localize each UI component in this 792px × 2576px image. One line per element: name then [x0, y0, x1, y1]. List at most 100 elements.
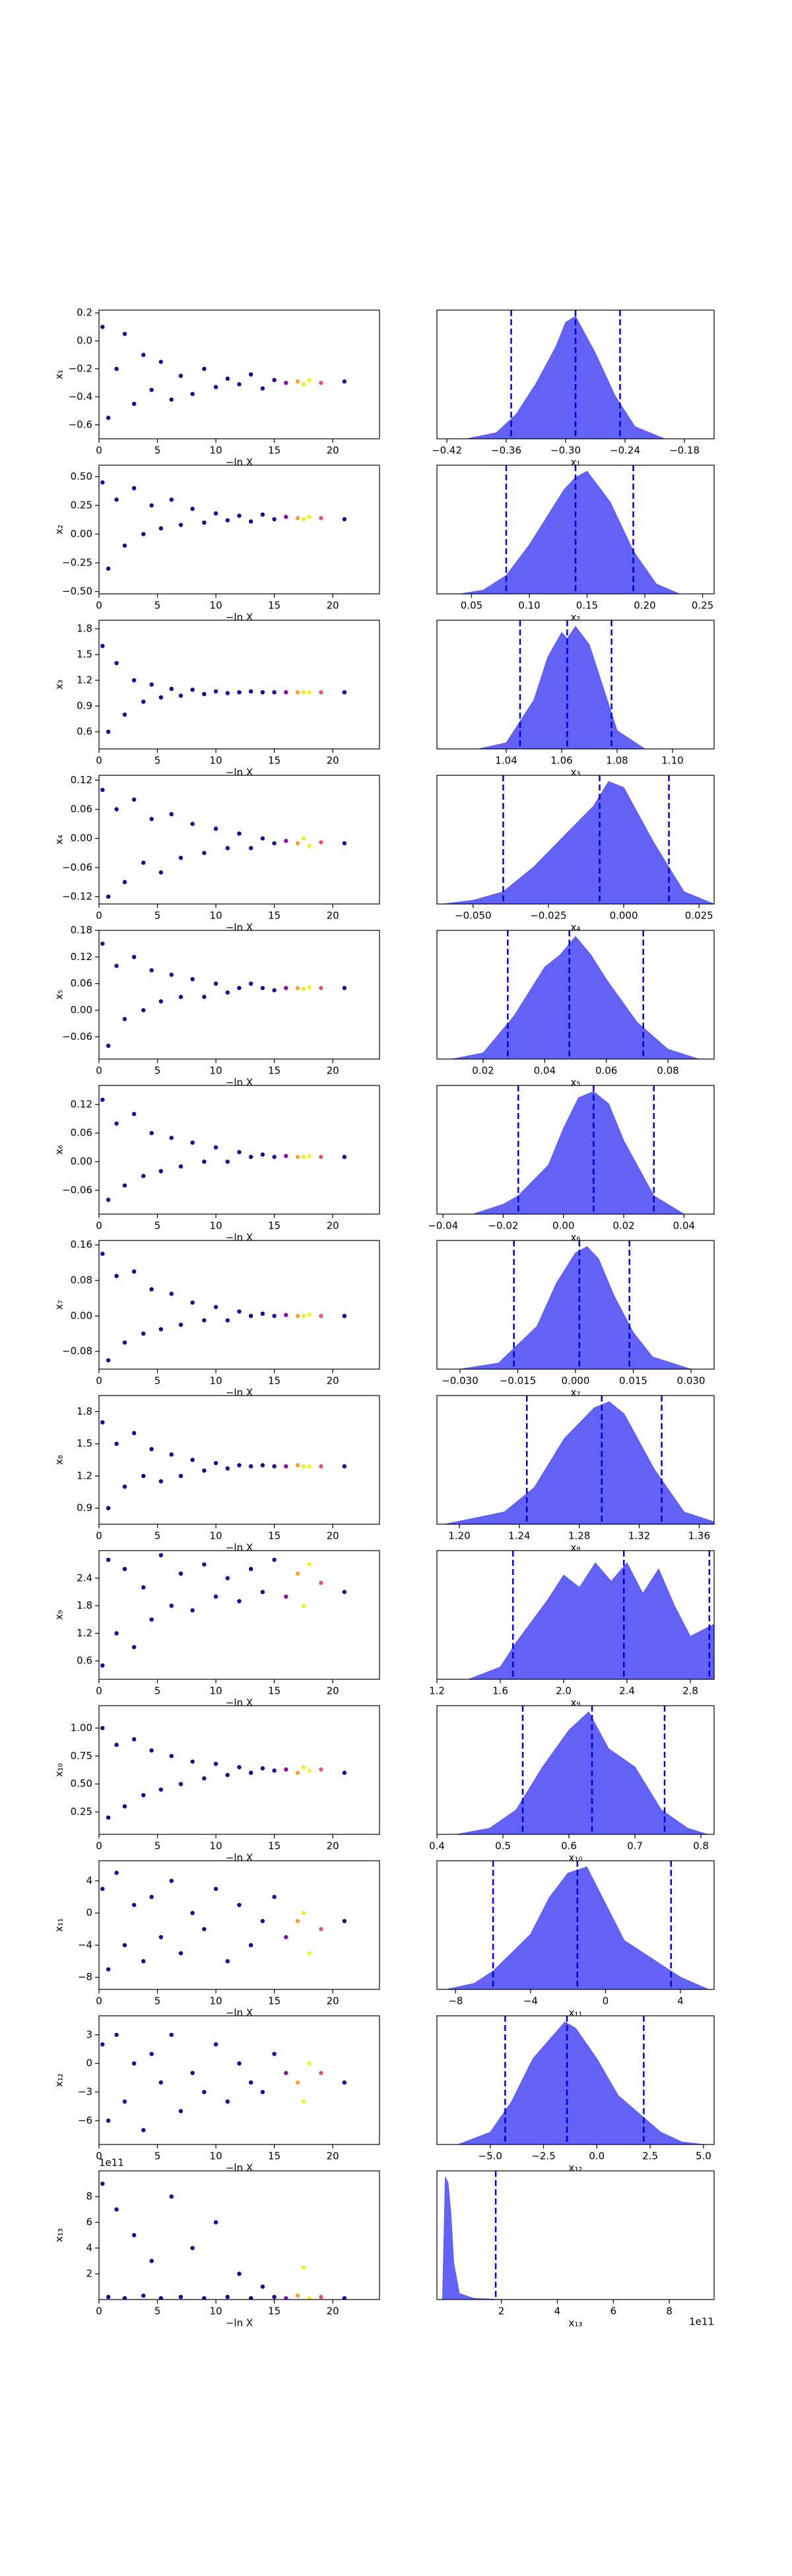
y-tick-label: 1.5: [77, 1438, 92, 1450]
point: [260, 1152, 265, 1157]
point: [131, 1645, 137, 1650]
point: [141, 1585, 146, 1590]
frame: [98, 465, 380, 595]
x-tick-label: 5: [154, 1685, 161, 1697]
x-tick-label: 10: [210, 1375, 222, 1387]
point: [202, 692, 207, 697]
x-tick-label: 15: [268, 445, 280, 457]
point: [307, 2296, 312, 2300]
point: [272, 2294, 277, 2300]
point: [149, 1287, 154, 1292]
point: [149, 2259, 154, 2263]
point: [249, 372, 253, 377]
x-tick-label: −5.0: [478, 2150, 502, 2162]
x-tick-label: 10: [210, 755, 222, 767]
point: [237, 513, 242, 518]
point: [169, 498, 174, 502]
y-tick-label: 0.18: [71, 924, 92, 936]
point: [131, 486, 137, 491]
y-tick-label: 0.50: [71, 470, 92, 482]
x-axis-label: −ln X: [226, 922, 253, 934]
x-tick-label: −0.30: [550, 445, 581, 457]
point: [342, 986, 347, 990]
frame: [98, 620, 380, 750]
point: [213, 689, 218, 694]
point: [272, 2051, 277, 2056]
y-tick-label: 8: [86, 2191, 92, 2203]
x-tick-label: 5.0: [696, 2150, 711, 2162]
point: [114, 2207, 119, 2212]
point: [301, 1464, 306, 1469]
x-tick-label: 0.7: [627, 1840, 643, 1852]
x-tick-label: 5: [154, 1065, 161, 1077]
point: [342, 690, 347, 695]
point: [190, 506, 195, 511]
frame: [436, 2015, 715, 2145]
point: [100, 1886, 105, 1891]
point: [260, 1463, 265, 1467]
point: [114, 1441, 119, 1446]
point: [319, 840, 323, 845]
point: [213, 511, 218, 516]
y-tick-label: 1.2: [77, 674, 92, 686]
frame: [98, 309, 380, 439]
x-tick-label: 15: [268, 1375, 280, 1387]
x-tick-label: 1.36: [688, 1530, 710, 1542]
x-tick-label: −0.36: [491, 445, 521, 457]
y-tick-label: 0.12: [71, 1098, 92, 1110]
x-tick-label: −0.015: [500, 1375, 537, 1387]
x-tick-label: 1.2: [429, 1685, 445, 1697]
x-axis-label: x₅: [571, 1077, 581, 1089]
x-tick-label: 10: [210, 1840, 222, 1852]
point: [301, 2099, 306, 2104]
point: [237, 831, 242, 836]
y-axis-label: x₂: [53, 525, 65, 534]
scatter-points: [100, 1420, 347, 1510]
point: [106, 566, 111, 571]
x-tick-label: 0.06: [595, 1065, 617, 1077]
x-tick-label: 0: [96, 1685, 102, 1697]
kde-area: [459, 470, 680, 594]
x-tick-label: 1.06: [550, 755, 572, 767]
point: [169, 686, 174, 692]
x-tick-label: 20: [327, 1220, 339, 1232]
point: [213, 826, 218, 831]
point: [295, 1919, 300, 1923]
point: [202, 2296, 207, 2300]
point: [342, 517, 347, 522]
x-tick-label: 0.5: [495, 1840, 511, 1852]
point: [284, 1935, 288, 1939]
kde-area: [466, 315, 665, 439]
kde-area: [468, 1562, 714, 1679]
y-tick-label: 0.08: [71, 1274, 92, 1286]
point: [190, 1458, 195, 1462]
x-tick-label: 0.25: [692, 600, 713, 612]
x-tick-label: 20: [327, 600, 339, 612]
x-tick-label: 0.6: [561, 1840, 577, 1852]
point: [190, 1911, 195, 1916]
point: [307, 2061, 312, 2066]
point: [114, 1871, 119, 1875]
point: [106, 1198, 111, 1202]
x-axis-label: x₁₃: [569, 2317, 583, 2329]
point: [301, 1911, 306, 1916]
y-axis-label: x₃: [53, 680, 65, 690]
x-axis-label: x₉: [571, 1697, 581, 1709]
point: [106, 1043, 111, 1048]
frame: [436, 1550, 715, 1680]
y-tick-label: −6: [78, 2114, 92, 2126]
x-tick-label: 5: [154, 2150, 161, 2162]
point: [114, 1273, 119, 1278]
y-tick-label: 0.6: [77, 726, 92, 738]
point: [100, 1725, 105, 1731]
point: [122, 2099, 127, 2104]
x-axis-label: −ln X: [226, 1077, 253, 1089]
y-tick-label: 0.9: [77, 1502, 92, 1514]
x-tick-label: 5: [154, 1375, 161, 1387]
point: [169, 1754, 174, 1758]
point: [213, 1304, 218, 1310]
point: [225, 691, 230, 695]
point: [141, 532, 146, 536]
point: [249, 689, 253, 694]
y-tick-label: 3: [86, 2028, 92, 2040]
